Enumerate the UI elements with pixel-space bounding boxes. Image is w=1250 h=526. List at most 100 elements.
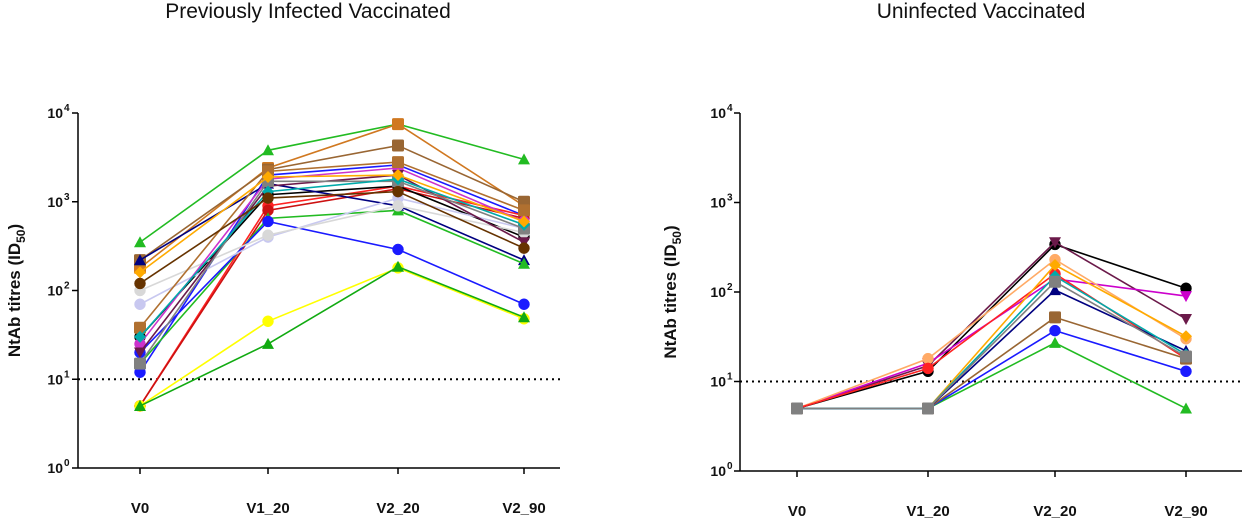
series-line: [139, 265, 525, 407]
data-point: [262, 171, 274, 184]
data-point: [518, 311, 530, 323]
data-point: [922, 362, 934, 375]
data-point: [392, 156, 404, 169]
data-point: [392, 185, 404, 198]
data-point: [262, 337, 274, 349]
data-point: [922, 352, 934, 365]
data-point: [392, 169, 404, 182]
y-tick-exponent: 4: [727, 103, 733, 114]
series: [134, 262, 530, 412]
data-point: [518, 215, 530, 228]
series-line: [796, 258, 1187, 410]
series: [791, 275, 1192, 415]
series-line: [139, 174, 525, 274]
data-point: [134, 266, 146, 279]
y-tick-label: 10: [710, 195, 726, 211]
series-line: [139, 123, 525, 269]
data-point: [134, 298, 146, 310]
x-tick-label: V0: [788, 503, 806, 520]
data-point: [1180, 313, 1192, 325]
data-point: [134, 357, 146, 370]
y-tick-exponent: 1: [727, 372, 733, 383]
data-point: [1049, 336, 1061, 348]
data-point: [262, 215, 274, 228]
y-tick-exponent: 2: [727, 282, 733, 293]
data-point: [1180, 330, 1192, 343]
series-line: [139, 187, 525, 407]
data-point: [1049, 311, 1061, 324]
data-point: [1049, 275, 1061, 288]
series-line: [139, 185, 525, 407]
y-axis-label: NtAb titres (ID50): [5, 224, 28, 357]
y-tick-label: 10: [710, 463, 726, 479]
y-tick-exponent: 0: [727, 461, 733, 472]
data-point: [518, 242, 530, 254]
data-point: [134, 236, 146, 248]
data-point: [134, 399, 146, 411]
series-line: [139, 220, 525, 354]
data-point: [1180, 350, 1192, 363]
series-line: [139, 266, 525, 407]
data-point: [262, 315, 274, 328]
data-point: [392, 243, 404, 256]
data-point: [262, 144, 274, 156]
x-tick-label: V1_20: [906, 503, 949, 520]
chart-panel-previously-infected: Previously Infected Vaccinated NtAb titre…: [5, 0, 560, 517]
data-point: [1180, 291, 1192, 303]
data-point: [1049, 237, 1061, 249]
data-point: [262, 229, 274, 241]
data-point: [134, 254, 146, 266]
data-point: [518, 298, 530, 310]
series-line: [139, 178, 525, 338]
y-tick-label: 10: [710, 105, 726, 121]
x-tick-label: V2_90: [1164, 503, 1207, 520]
series: [791, 311, 1192, 415]
x-tick-label: V1_20: [246, 500, 289, 517]
series: [134, 169, 530, 279]
chart-title: Previously Infected Vaccinated: [165, 0, 451, 23]
series-line: [139, 161, 525, 329]
data-point: [791, 402, 803, 415]
series-line: [796, 278, 1187, 410]
series-line: [796, 243, 1187, 410]
series: [134, 192, 530, 310]
series: [134, 260, 530, 411]
chart-title: Uninfected Vaccinated: [877, 0, 1086, 23]
series-line: [139, 180, 525, 365]
series-line: [139, 185, 525, 338]
x-tick-label: V2_20: [1033, 503, 1076, 520]
series: [134, 156, 530, 334]
data-point: [1180, 365, 1192, 378]
data-point: [134, 321, 146, 334]
series: [134, 185, 530, 290]
data-point: [392, 118, 404, 131]
y-tick-exponent: 0: [64, 458, 70, 469]
series-line: [139, 123, 525, 243]
data-point: [392, 260, 404, 272]
series-line: [139, 190, 525, 285]
y-tick-label: 10: [47, 371, 63, 387]
data-point: [922, 402, 934, 415]
data-point: [392, 200, 404, 212]
y-tick-label: 10: [710, 374, 726, 390]
series-line: [797, 316, 1187, 410]
data-point: [518, 204, 530, 217]
series-line: [139, 209, 525, 365]
data-point: [134, 330, 146, 343]
data-point: [134, 277, 146, 290]
data-point: [1049, 324, 1061, 337]
data-point: [134, 347, 146, 359]
y-tick-label: 10: [47, 283, 63, 299]
x-tick-label: V2_90: [502, 500, 545, 517]
y-tick-exponent: 1: [64, 369, 70, 380]
y-tick-label: 10: [47, 194, 63, 210]
data-point: [518, 257, 530, 269]
y-tick-label: 10: [710, 284, 726, 300]
data-point: [1049, 284, 1061, 296]
data-point: [1180, 402, 1192, 414]
y-tick-exponent: 2: [64, 281, 70, 292]
series-line: [796, 241, 1187, 410]
series-line: [139, 197, 525, 305]
y-axis-label: NtAb titres (ID50): [661, 225, 684, 358]
